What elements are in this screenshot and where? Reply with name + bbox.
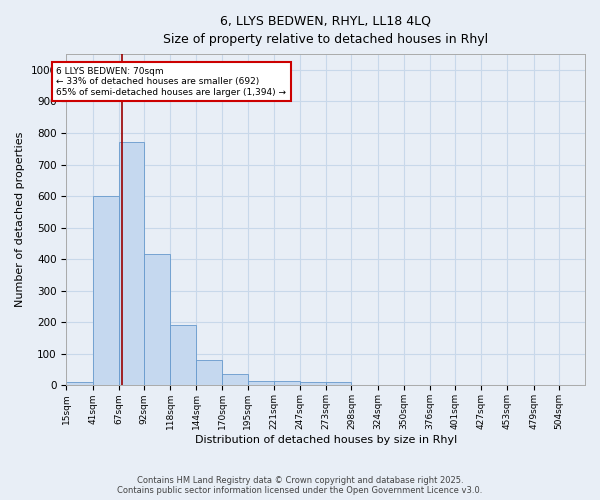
Bar — [92, 196, 119, 386]
Bar — [67, 382, 92, 386]
Bar — [326, 382, 352, 386]
Y-axis label: Number of detached properties: Number of detached properties — [15, 132, 25, 308]
Text: 6 LLYS BEDWEN: 70sqm
← 33% of detached houses are smaller (692)
65% of semi-deta: 6 LLYS BEDWEN: 70sqm ← 33% of detached h… — [56, 66, 286, 96]
Bar — [119, 142, 144, 386]
Text: Contains HM Land Registry data © Crown copyright and database right 2025.
Contai: Contains HM Land Registry data © Crown c… — [118, 476, 482, 495]
X-axis label: Distribution of detached houses by size in Rhyl: Distribution of detached houses by size … — [194, 435, 457, 445]
Title: 6, LLYS BEDWEN, RHYL, LL18 4LQ
Size of property relative to detached houses in R: 6, LLYS BEDWEN, RHYL, LL18 4LQ Size of p… — [163, 15, 488, 46]
Bar — [274, 380, 300, 386]
Bar — [144, 254, 170, 386]
Bar — [300, 382, 326, 386]
Bar — [196, 360, 223, 386]
Bar — [248, 380, 274, 386]
Bar — [170, 326, 196, 386]
Bar — [223, 374, 248, 386]
